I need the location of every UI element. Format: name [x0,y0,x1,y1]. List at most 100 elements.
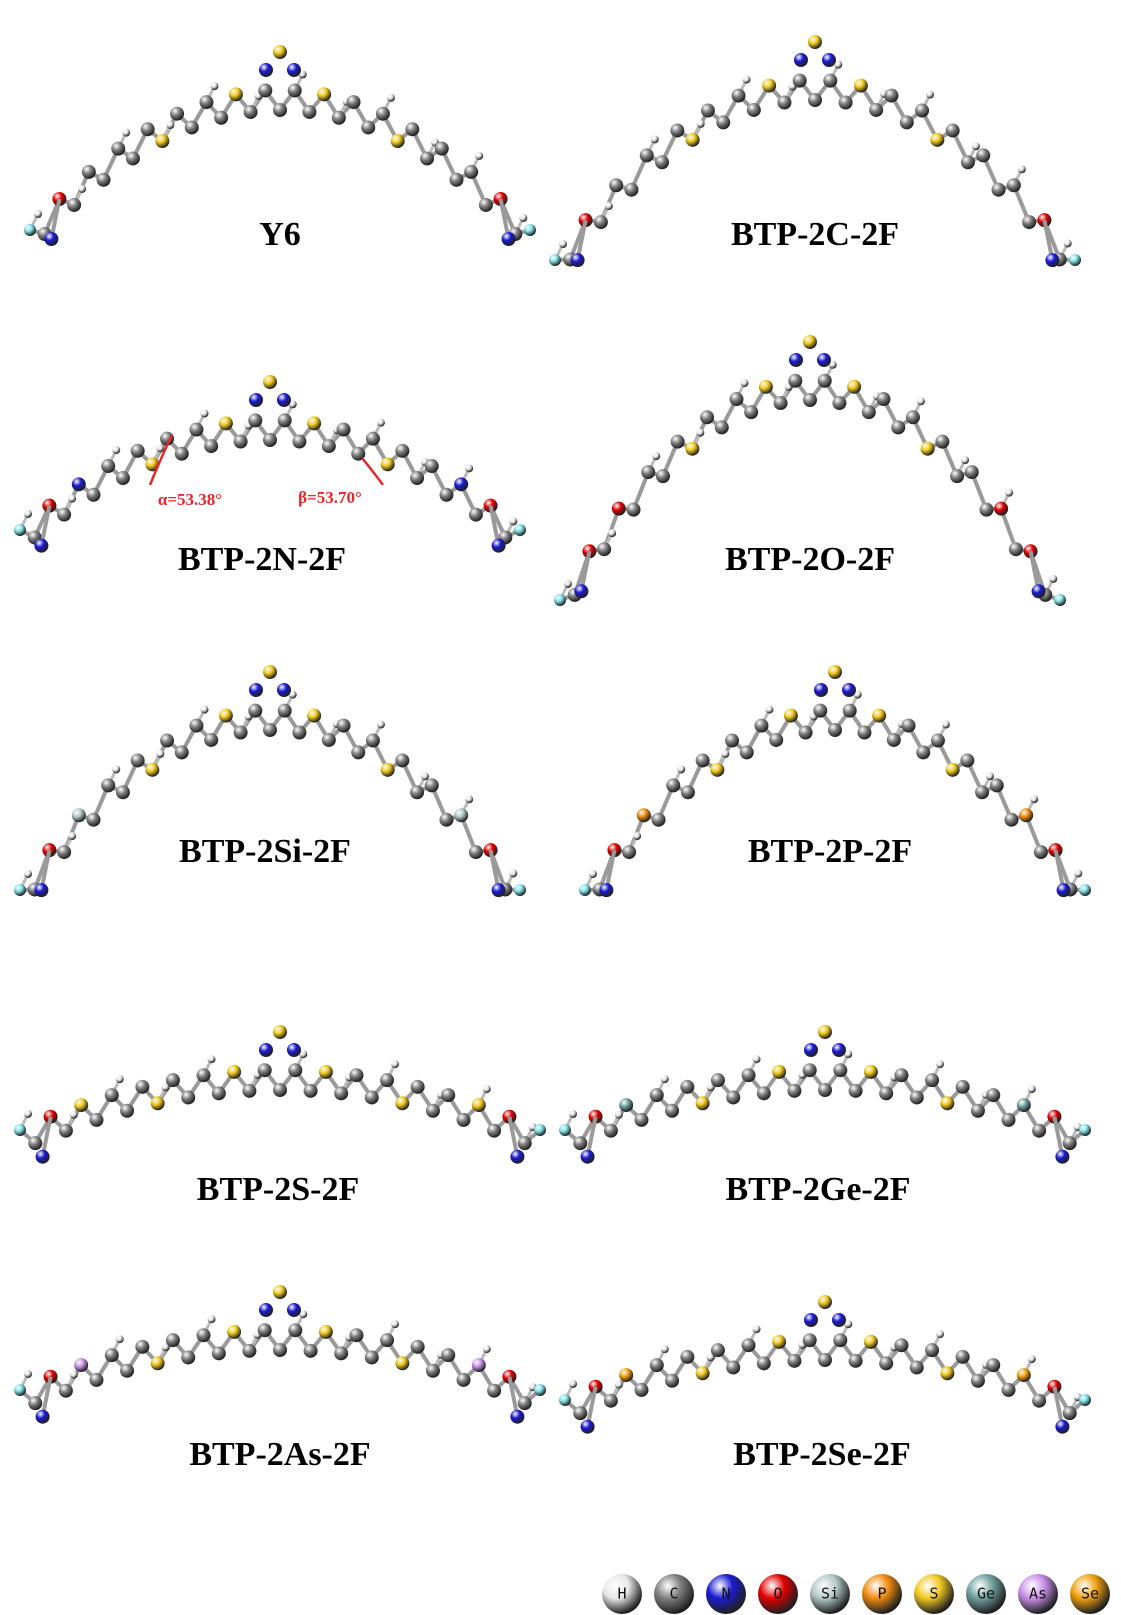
atom [175,447,189,461]
atom [619,1098,633,1112]
atom [818,374,832,388]
atom [742,1338,756,1352]
atom [849,1084,863,1098]
atom [619,1368,633,1382]
molecule-name: BTP-2S-2F [197,1171,359,1208]
atom [774,396,788,410]
atom [862,405,876,419]
atom [894,1338,908,1352]
atom [946,123,960,137]
atom [772,1065,786,1079]
molecule-name: BTP-2Si-2F [179,833,351,870]
atom [854,79,868,93]
atom [304,1344,318,1358]
atom [258,1063,272,1077]
atom [502,232,516,246]
atom [946,763,960,777]
atom [441,1088,455,1102]
atom [990,778,1004,792]
atom [200,410,208,418]
atom [28,1396,42,1410]
atom [435,142,449,156]
molecule [559,1025,1091,1164]
atom [894,1068,908,1082]
atom [729,392,743,406]
atom [975,785,989,799]
atom [263,723,277,737]
atom [197,1328,211,1342]
atom [1004,813,1018,827]
atom [116,1335,124,1343]
atom [759,380,773,394]
atom [105,1088,119,1102]
atom [900,115,914,129]
atom [302,105,316,119]
legend-label: O [773,1585,782,1603]
molecule-name: BTP-2O-2F [725,541,895,578]
atom [377,721,385,729]
atom [405,122,419,136]
atom [227,1065,241,1079]
atom [818,1025,832,1039]
atom [204,439,218,453]
atom [391,1320,399,1328]
atom [411,1340,425,1354]
legend-label: As [1029,1585,1047,1603]
atom [994,502,1008,516]
atom [787,1084,801,1098]
atom [24,870,32,878]
atom [151,1096,165,1110]
atom [242,1084,256,1098]
atom [961,155,975,169]
atom [469,845,483,859]
atom [34,883,48,897]
atom [381,763,395,777]
atom [627,503,641,517]
molecule [559,1295,1091,1434]
atom [510,1150,524,1164]
atom [227,1325,241,1339]
atom [793,74,807,88]
atom [387,94,395,102]
atom [559,1394,571,1406]
atom [212,1086,226,1100]
atom [166,121,174,129]
atom [68,495,76,503]
atom [234,725,248,739]
atom [1074,869,1082,877]
atom [935,435,949,449]
molecule-name: BTP-2Ge-2F [725,1171,910,1208]
atom [229,87,243,101]
atom [656,469,670,483]
atom [457,1373,471,1387]
atom [822,53,836,67]
atom [82,165,96,179]
atom [14,1124,26,1136]
atom [57,508,71,522]
atom [469,508,483,522]
atom [765,706,773,714]
atom [278,704,292,718]
atom [609,178,623,192]
atom [263,665,277,679]
atom [292,725,306,739]
atom [803,1063,817,1077]
atom [89,1373,103,1387]
atom [597,542,611,556]
atom [839,95,853,109]
atom [263,375,277,389]
atom [823,74,837,88]
atom [1009,542,1023,556]
atom [650,1358,664,1372]
atom [651,135,659,143]
atom [465,795,473,803]
atom [1064,239,1072,247]
molecule-name: BTP-2As-2F [189,1436,370,1473]
atom [337,423,351,437]
atom [411,1080,425,1094]
atom [248,413,262,427]
atom [681,785,695,799]
atom [347,95,361,109]
atom [849,1354,863,1368]
atom [166,1333,180,1347]
